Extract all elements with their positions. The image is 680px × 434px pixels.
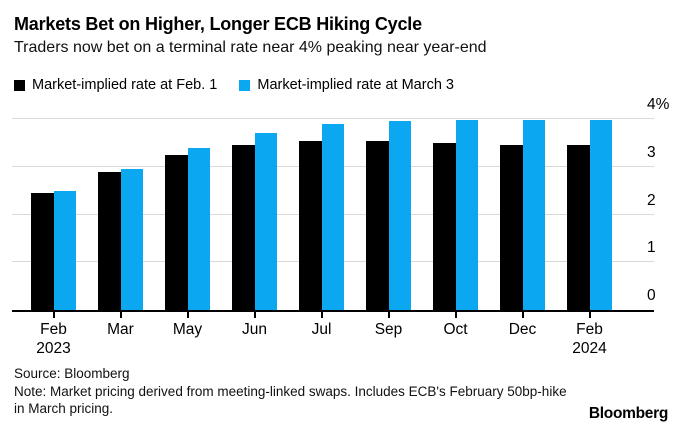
legend-swatch-blue-icon <box>239 79 251 91</box>
bar-march3-1 <box>53 190 76 310</box>
x-axis-label: Jun <box>242 321 267 338</box>
bar-feb1-9 <box>566 145 590 310</box>
chart-title: Markets Bet on Higher, Longer ECB Hiking… <box>14 14 422 34</box>
plot-area: 0 1 2 3 4% Feb 2023 Mar May Jun Jul Sep Oct Dec Feb 2… <box>12 96 669 357</box>
legend-label-feb1: Market-implied rate at Feb. 1 <box>32 77 218 93</box>
x-axis-label: Sep <box>374 321 403 338</box>
bar-march3-4 <box>254 133 277 310</box>
bar-feb1-8 <box>499 145 523 310</box>
gridline <box>12 118 654 119</box>
bar-feb1-6 <box>365 140 389 310</box>
y-axis-label: 4% <box>647 96 670 113</box>
x-axis-tick <box>454 312 457 318</box>
x-axis-label: Jul <box>311 321 332 338</box>
bar-march3-3 <box>187 147 210 310</box>
legend-swatch-black-icon <box>14 79 25 91</box>
x-axis-label: Dec <box>508 321 537 338</box>
x-axis-tick <box>521 312 524 318</box>
bar-march3-6 <box>388 121 411 310</box>
bloomberg-logo: Bloomberg <box>588 405 668 422</box>
legend-item-march3: Market-implied rate at March 3 <box>239 77 454 93</box>
y-axis-label: 3 <box>647 143 656 161</box>
bar-march3-7 <box>455 120 478 310</box>
x-axis-tick <box>52 312 55 318</box>
x-axis-tick <box>186 312 189 318</box>
x-axis-label: Mar <box>107 321 134 338</box>
x-axis-label: Oct <box>443 321 468 338</box>
x-axis-tick <box>119 312 122 318</box>
x-axis-label: May <box>172 321 203 338</box>
chart-subtitle: Traders now bet on a terminal rate near … <box>14 39 487 56</box>
legend: Market-implied rate at Feb. 1 Market-imp… <box>14 77 454 93</box>
x-axis-label: Feb 2024 <box>572 321 607 357</box>
bar-march3-8 <box>522 120 545 310</box>
x-axis-tick <box>320 312 323 318</box>
x-axis-tick <box>253 312 256 318</box>
bar-feb1-5 <box>298 140 322 310</box>
y-axis-label: 1 <box>647 239 656 257</box>
x-axis-tick <box>387 312 390 318</box>
legend-label-march3: Market-implied rate at March 3 <box>257 77 454 93</box>
note-text: Note: Market pricing derived from meetin… <box>14 384 567 416</box>
source-text: Source: Bloomberg <box>14 366 130 381</box>
bar-march3-2 <box>120 169 143 310</box>
legend-item-feb1: Market-implied rate at Feb. 1 <box>14 77 217 93</box>
bar-feb1-7 <box>432 142 456 310</box>
x-axis-label: Feb 2023 <box>36 321 71 357</box>
x-axis-line <box>12 310 654 312</box>
y-axis-label: 0 <box>647 287 656 304</box>
bar-march3-5 <box>321 123 344 310</box>
bar-feb1-1 <box>30 193 54 310</box>
bar-feb1-4 <box>231 145 255 310</box>
bar-march3-9 <box>589 120 612 310</box>
x-axis-tick <box>588 312 591 318</box>
bar-feb1-2 <box>97 171 121 310</box>
bar-feb1-3 <box>164 154 188 310</box>
y-axis-label: 2 <box>647 191 656 209</box>
